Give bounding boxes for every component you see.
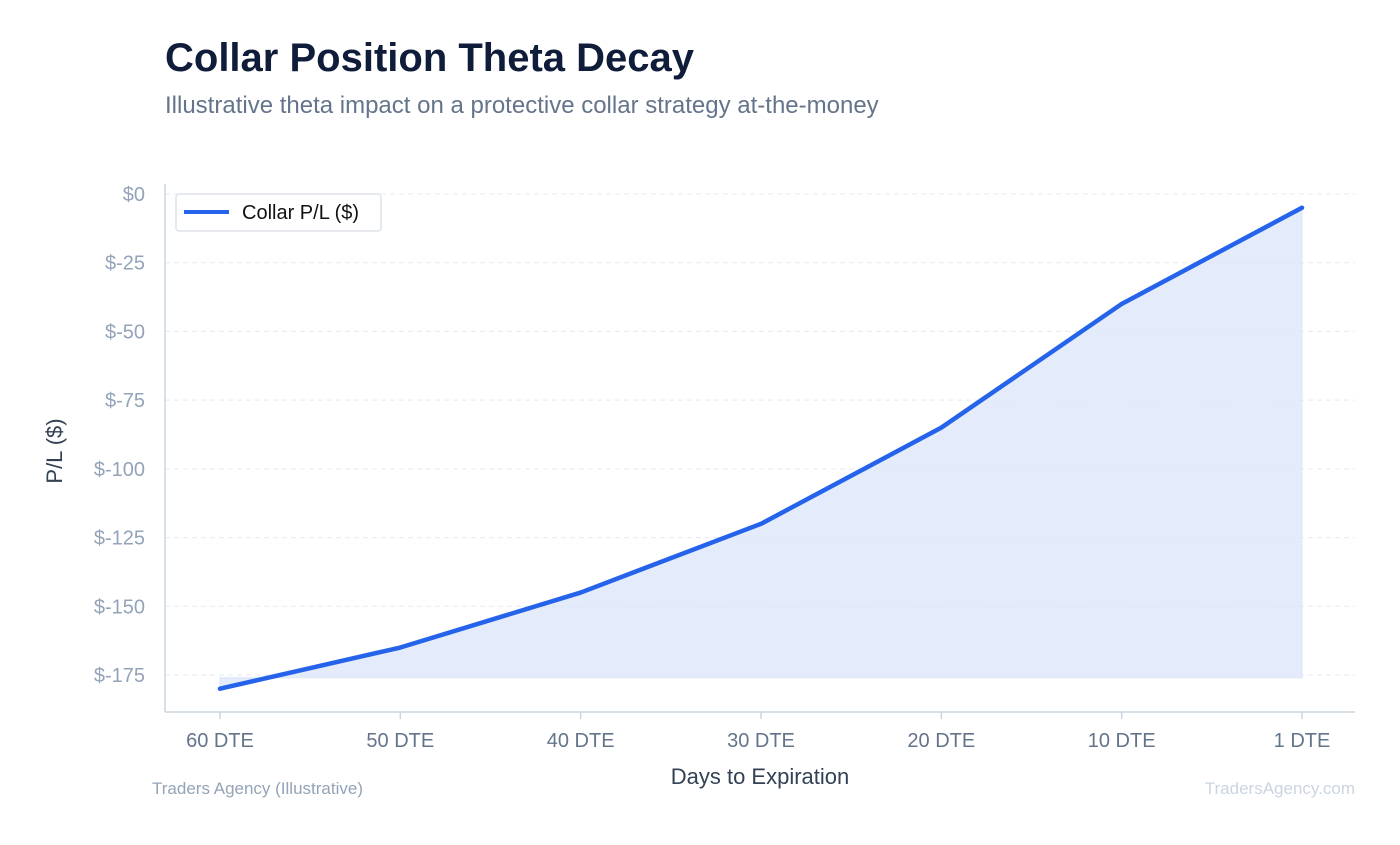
- y-tick-label: $-50: [105, 321, 145, 343]
- chart-subtitle: Illustrative theta impact on a protectiv…: [165, 92, 879, 119]
- data-point: [578, 590, 583, 595]
- x-tick-label: 50 DTE: [366, 730, 434, 752]
- x-tick-label: 30 DTE: [727, 730, 795, 752]
- data-point: [1119, 301, 1124, 306]
- area-fill: [219, 206, 1303, 690]
- data-point: [759, 521, 763, 526]
- website-credit: TradersAgency.com: [1204, 779, 1355, 798]
- y-tick-label: $-175: [94, 665, 145, 687]
- y-axis-title: P/L ($): [42, 418, 67, 483]
- chart-title: Collar Position Theta Decay: [165, 36, 695, 80]
- axes: [164, 184, 1355, 719]
- data-point: [218, 686, 222, 691]
- x-tick-label: 1 DTE: [1274, 730, 1331, 752]
- y-tick-labels: $0 $-25 $-50 $-75 $-100 $-125 $-150 $-175: [94, 184, 145, 687]
- x-tick-label: 60 DTE: [186, 730, 254, 752]
- legend: Collar P/L ($): [175, 193, 382, 232]
- x-tick-labels: 60 DTE 50 DTE 40 DTE 30 DTE 20 DTE 10 DTE 1 DT…: [186, 730, 1330, 752]
- y-tick-label: $-75: [105, 390, 145, 412]
- legend-box: [175, 193, 382, 232]
- y-tick-label: $-100: [94, 459, 145, 481]
- x-tick-label: 20 DTE: [907, 730, 975, 752]
- data-point: [939, 425, 944, 430]
- y-tick-label: $-125: [94, 528, 145, 550]
- series-line-layer: [217, 205, 1305, 691]
- legend-label: Collar P/L ($): [242, 202, 359, 224]
- y-tick-label: $0: [123, 184, 145, 206]
- x-tick-label: 40 DTE: [547, 730, 615, 752]
- area-fill-layer: [219, 206, 1303, 690]
- y-tick-label: $-25: [105, 253, 145, 275]
- y-tick-label: $-150: [94, 596, 145, 618]
- source-credit: Traders Agency (Illustrative): [152, 779, 363, 798]
- x-axis-title: Days to Expiration: [671, 764, 850, 789]
- data-point: [1300, 205, 1304, 210]
- x-tick-label: 10 DTE: [1088, 730, 1156, 752]
- data-point: [398, 645, 403, 650]
